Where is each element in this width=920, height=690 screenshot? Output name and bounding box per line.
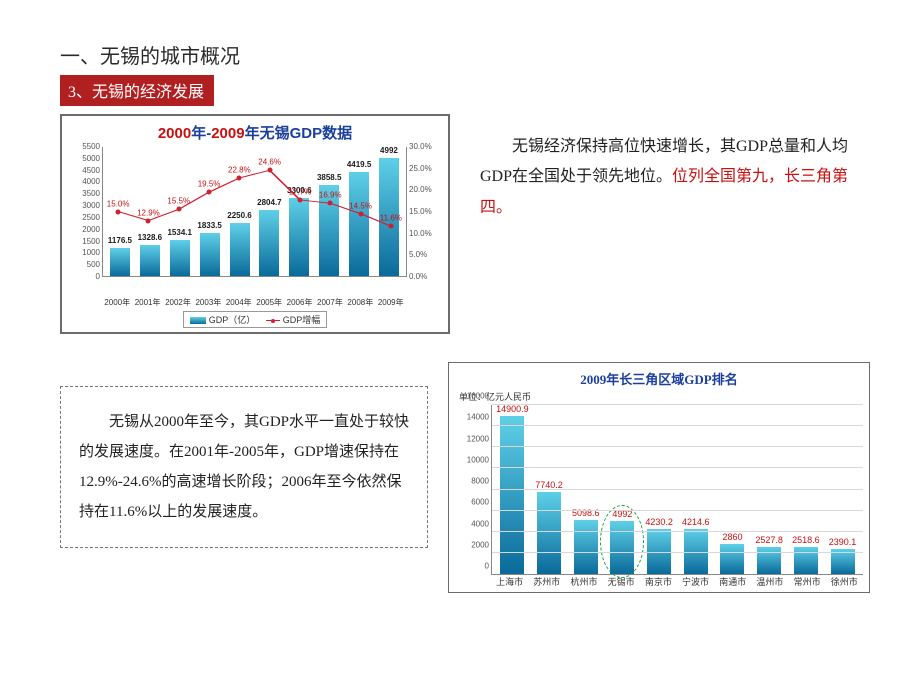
gdp-chart: 2000年-2009年无锡GDP数据 050010001500200025003…	[60, 114, 450, 334]
summary-paragraph: 无锡经济保持高位快速增长，其GDP总量和人均GDP在全国处于领先地位。位列全国第…	[480, 114, 870, 223]
rank-bar: 14900.9	[500, 416, 524, 574]
legend-bar-label: GDP（亿）	[209, 315, 256, 325]
gdp-plot-area: 1176.51328.61534.11833.52250.62804.73300…	[102, 147, 406, 277]
row-top: 2000年-2009年无锡GDP数据 050010001500200025003…	[60, 114, 870, 334]
slide: 一、无锡的城市概况 3、无锡的经济发展 2000年-2009年无锡GDP数据 0…	[0, 0, 920, 690]
rank-chart-body: 0200040006000800010000120001400016000 14…	[455, 405, 863, 575]
rank-plot-area: 14900.97740.25098.649924230.24214.628602…	[491, 405, 863, 575]
rank-bar: 2860	[720, 544, 744, 574]
row-bottom: 无锡从2000年至今，其GDP水平一直处于较快的发展速度。在2001年-2005…	[60, 362, 870, 593]
legend-line-swatch	[266, 320, 280, 321]
section-heading: 一、无锡的城市概况	[60, 40, 870, 69]
rank-chart: 2009年长三角区域GDP排名 单位：亿元人民币 020004000600080…	[448, 362, 870, 593]
gdp-legend: GDP（亿） GDP增幅	[183, 311, 328, 328]
gdp-xaxis: 2000年2001年2002年2003年2004年2005年2006年2007年…	[102, 297, 406, 308]
rank-yaxis: 0200040006000800010000120001400016000	[455, 405, 491, 575]
rank-chart-title: 2009年长三角区域GDP排名	[455, 369, 863, 388]
subsection-badge: 3、无锡的经济发展	[60, 75, 214, 106]
rank-xaxis: 上海市苏州市杭州市无锡市南京市宁波市南通市温州市常州市徐州市	[491, 575, 863, 588]
rank-bar: 5098.6	[574, 520, 598, 574]
rank-chart-subtitle: 单位：亿元人民币	[459, 390, 863, 403]
legend-line-label: GDP增幅	[283, 315, 321, 325]
legend-bar-swatch	[190, 317, 206, 324]
gdp-chart-body: 0500100015002000250030003500400045005000…	[68, 147, 442, 297]
gdp-chart-title: 2000年-2009年无锡GDP数据	[68, 122, 442, 143]
analysis-textbox: 无锡从2000年至今，其GDP水平一直处于较快的发展速度。在2001年-2005…	[60, 386, 428, 548]
rank-bar-highlight: 4992	[610, 521, 634, 574]
gdp-yaxis-left: 0500100015002000250030003500400045005000…	[68, 147, 102, 277]
rank-bar: 7740.2	[537, 492, 561, 574]
gdp-yaxis-right: 0.0%5.0%10.0%15.0%20.0%25.0%30.0%	[406, 147, 442, 277]
rank-bars: 14900.97740.25098.649924230.24214.628602…	[492, 405, 863, 574]
